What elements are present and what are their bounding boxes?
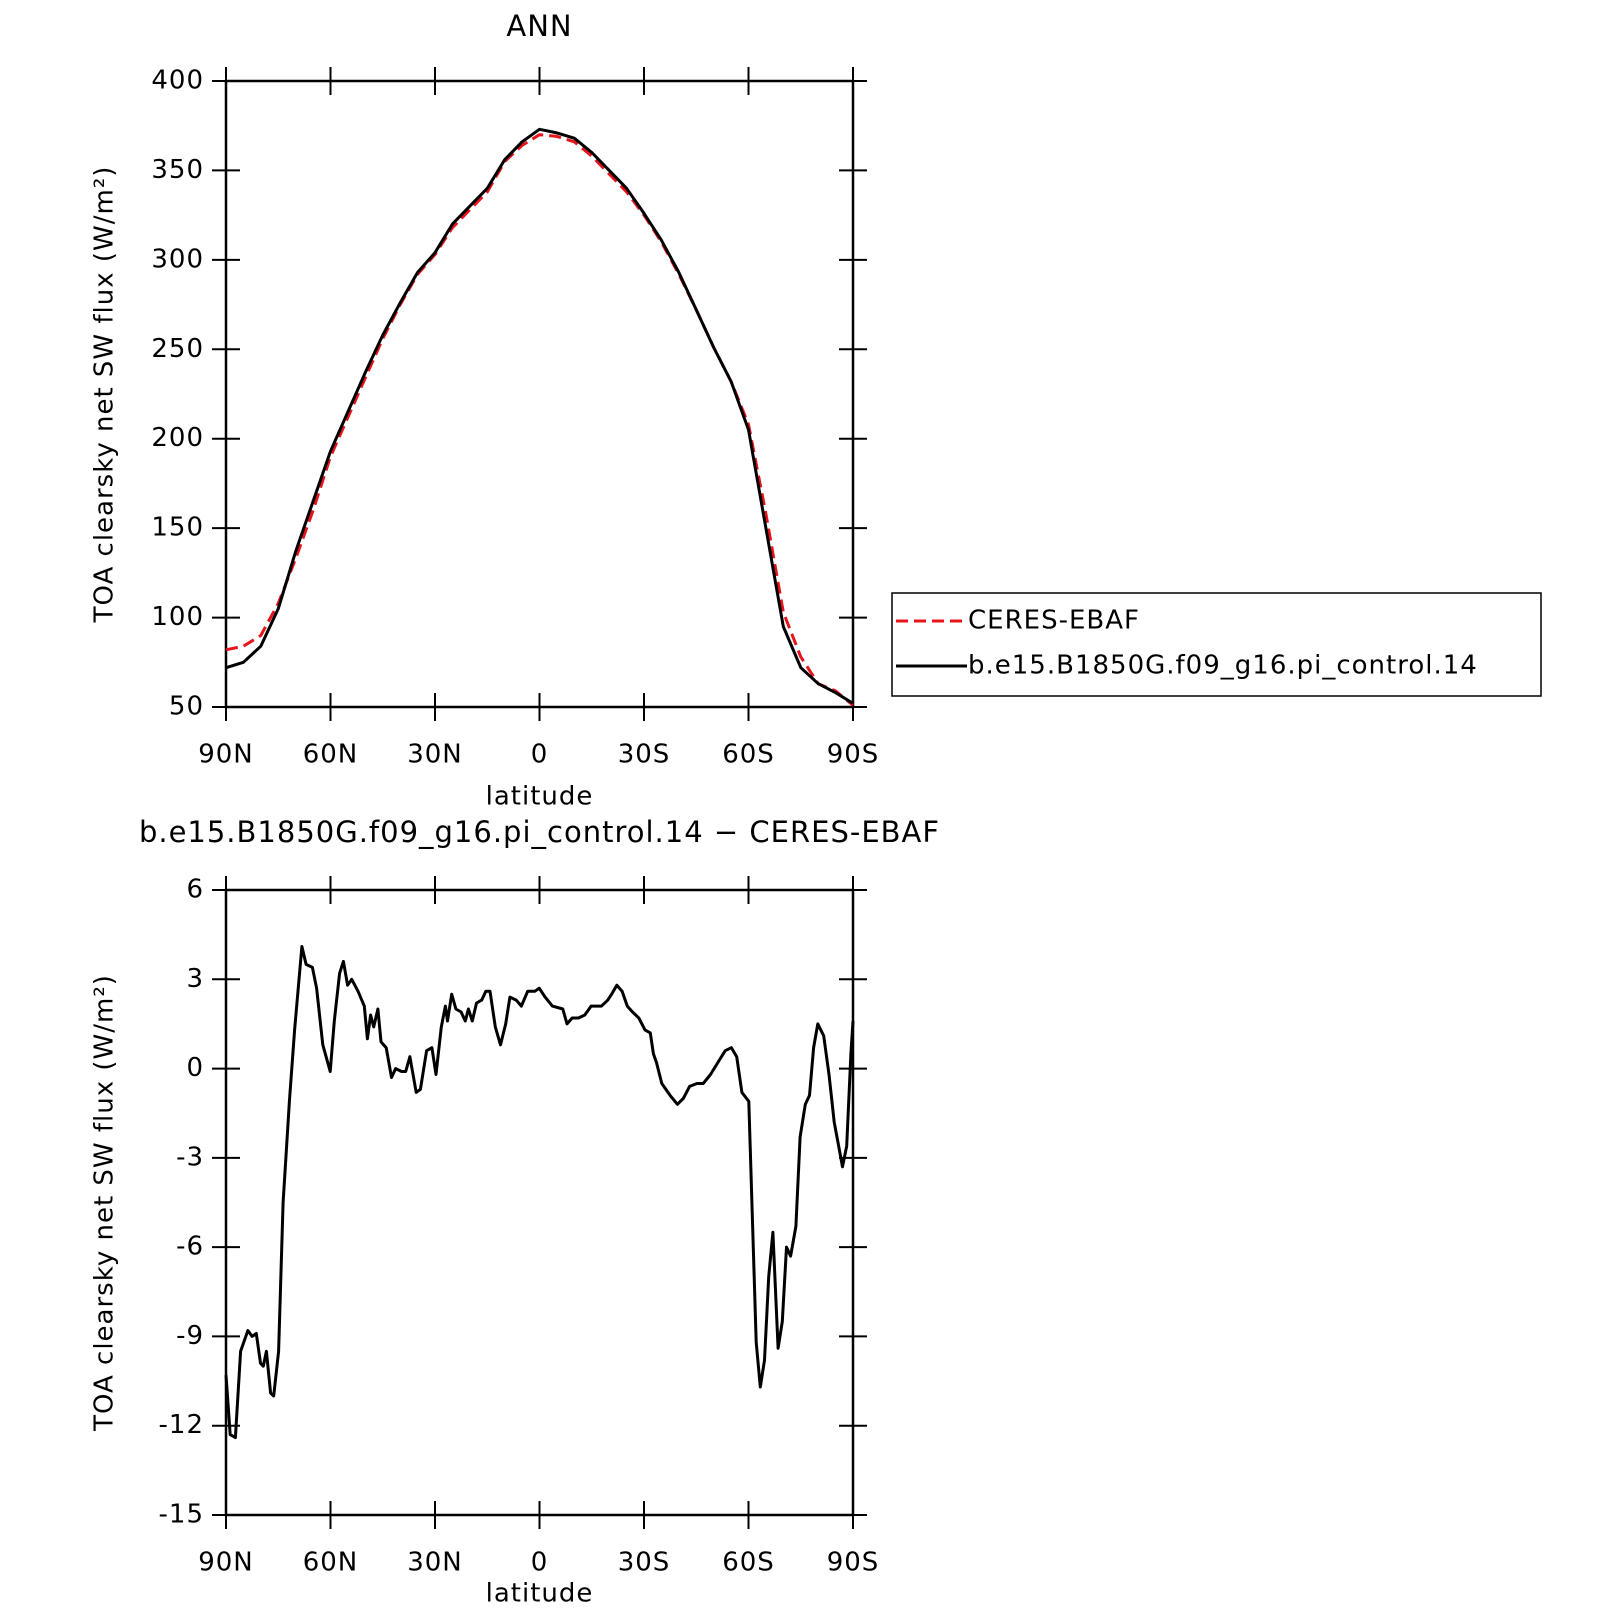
y-tick-label: 300 xyxy=(151,244,204,274)
x-tick-label: 30S xyxy=(618,740,671,770)
y-tick-label: 400 xyxy=(151,66,204,96)
x-tick-label: 90S xyxy=(827,1548,880,1578)
legend-label: CERES-EBAF xyxy=(968,606,1140,636)
x-tick-label: 0 xyxy=(531,1548,549,1578)
x-tick-label: 30N xyxy=(407,740,463,770)
y-tick-label: 350 xyxy=(151,155,204,185)
y-tick-label: 3 xyxy=(186,964,204,994)
x-tick-label: 0 xyxy=(531,740,549,770)
y-tick-label: -9 xyxy=(176,1321,204,1351)
plot-frame xyxy=(224,888,855,1517)
y-tick-label: 200 xyxy=(151,423,204,453)
y-tick-label: 0 xyxy=(186,1053,204,1083)
x-tick-label: 60N xyxy=(303,740,359,770)
y-tick-label: -15 xyxy=(159,1500,204,1530)
y-axis-label: TOA clearsky net SW flux (W/m²) xyxy=(90,166,120,624)
y-tick-label: 50 xyxy=(169,692,204,722)
y-axis-label: TOA clearsky net SW flux (W/m²) xyxy=(90,974,120,1432)
x-tick-label: 90N xyxy=(198,1548,254,1578)
data-line xyxy=(225,127,854,705)
x-tick-label: 90S xyxy=(827,740,880,770)
x-tick-label: 90N xyxy=(198,740,254,770)
x-tick-label: 60S xyxy=(722,740,775,770)
data-line xyxy=(225,133,854,707)
y-tick-label: 100 xyxy=(151,602,204,632)
x-tick-label: 60N xyxy=(303,1548,359,1578)
y-tick-label: -3 xyxy=(176,1142,204,1172)
y-tick-label: 6 xyxy=(186,875,204,905)
chart-title: b.e15.B1850G.f09_g16.pi_control.14 − CER… xyxy=(139,815,940,849)
y-tick-label: 250 xyxy=(151,334,204,364)
x-axis-label: latitude xyxy=(486,782,594,812)
x-tick-label: 30S xyxy=(618,1548,671,1578)
x-axis-label: latitude xyxy=(486,1579,594,1608)
x-tick-label: 30N xyxy=(407,1548,463,1578)
y-tick-label: -12 xyxy=(159,1410,204,1440)
y-tick-label: 150 xyxy=(151,513,204,543)
legend-label: b.e15.B1850G.f09_g16.pi_control.14 xyxy=(968,651,1478,681)
data-line xyxy=(224,945,855,1440)
y-tick-label: -6 xyxy=(176,1232,204,1262)
x-tick-label: 60S xyxy=(722,1548,775,1578)
legend-box xyxy=(891,592,1542,697)
chart-title: ANN xyxy=(506,9,572,43)
plot-frame xyxy=(224,79,855,709)
